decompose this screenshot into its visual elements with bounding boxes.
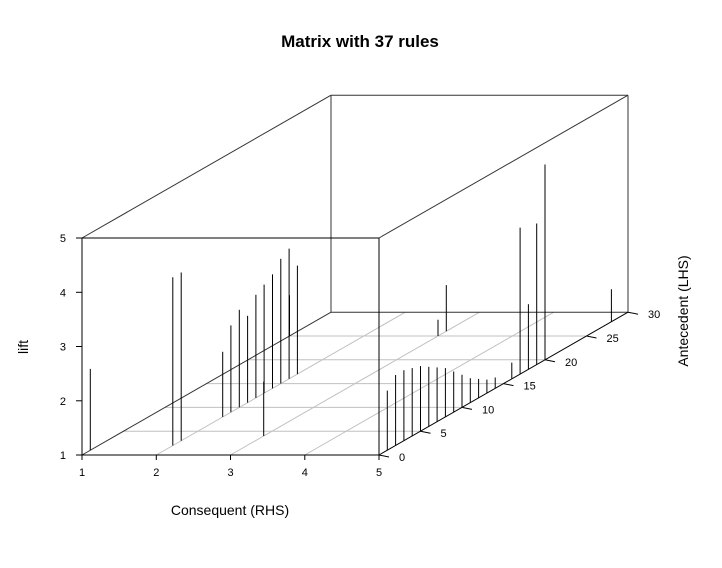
x-tick-label: 5 xyxy=(376,467,382,479)
box-edge xyxy=(81,94,332,239)
chart-title: Matrix with 37 rules xyxy=(281,32,439,51)
z-tick-label: 5 xyxy=(60,233,66,245)
y-tick-label: 30 xyxy=(648,309,660,321)
rule-spikes xyxy=(89,164,612,451)
y-tick-mark xyxy=(420,430,431,434)
x-tick-label: 1 xyxy=(79,467,85,479)
y-tick-mark xyxy=(378,454,390,458)
z-tick-label: 4 xyxy=(60,287,66,299)
box-edge xyxy=(378,94,629,239)
y-tick-mark xyxy=(544,359,556,363)
y-tick-mark xyxy=(503,383,514,387)
x-axis-label: Consequent (RHS) xyxy=(171,502,289,518)
axis-ticks: 1 2 3 4 5 1 2 3 4 5 0 5 10 15 20 25 30 xyxy=(60,233,660,479)
x-tick-label: 3 xyxy=(227,467,233,479)
y-tick-mark xyxy=(586,335,597,339)
y-tick-label: 25 xyxy=(607,333,619,345)
x-tick-label: 2 xyxy=(153,467,159,479)
z-tick-label: 3 xyxy=(60,342,66,354)
y-tick-mark xyxy=(461,406,473,410)
z-tick-label: 2 xyxy=(60,396,66,408)
y-tick-label: 0 xyxy=(399,452,405,464)
y-tick-label: 5 xyxy=(441,428,447,440)
y-tick-mark xyxy=(627,311,639,315)
y-tick-label: 20 xyxy=(565,357,577,369)
z-axis-label: lift xyxy=(15,340,31,354)
x-tick-label: 4 xyxy=(302,467,308,479)
floor-grid xyxy=(123,311,587,456)
y-axis-label: Antecedent (LHS) xyxy=(675,255,691,366)
z-tick-label: 1 xyxy=(60,450,66,462)
y-tick-label: 10 xyxy=(482,404,494,416)
box-back-edges xyxy=(81,94,629,456)
box-front-edges xyxy=(81,237,629,456)
y-tick-label: 15 xyxy=(524,381,536,393)
